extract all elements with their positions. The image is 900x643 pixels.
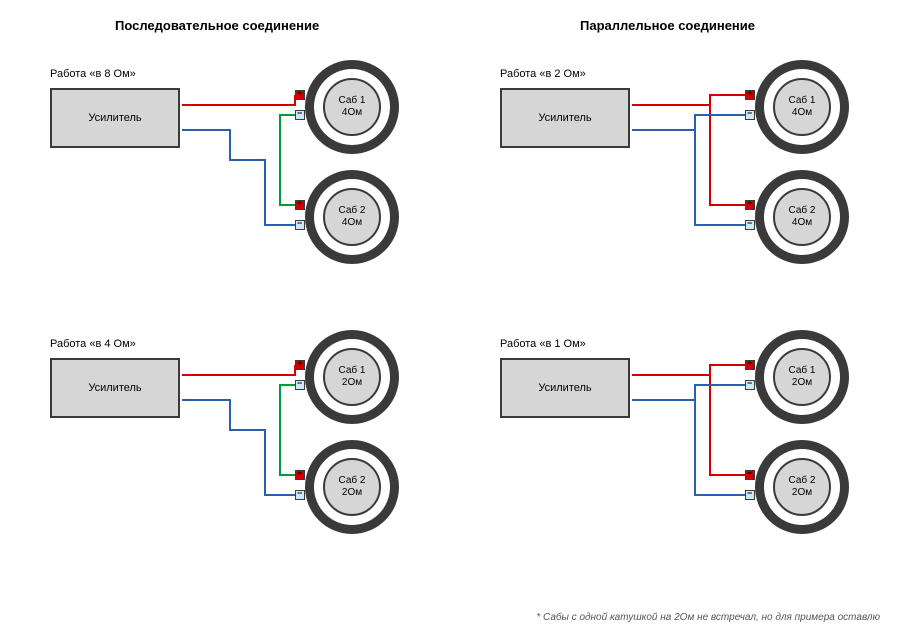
term-pos-icon <box>295 200 305 210</box>
speaker-imp: 4Ом <box>792 107 812 119</box>
term-neg-icon <box>295 490 305 500</box>
amplifier-tl: Усилитель <box>50 88 180 148</box>
term-neg-icon <box>745 110 755 120</box>
speaker-name: Саб 1 <box>339 95 366 107</box>
speaker-name: Саб 1 <box>339 365 366 377</box>
term-pos-icon <box>745 360 755 370</box>
label-8ohm: Работа «в 8 Ом» <box>50 68 136 80</box>
label-4ohm: Работа «в 4 Ом» <box>50 338 136 350</box>
speaker-name: Саб 2 <box>339 475 366 487</box>
speaker-tr1: Саб 14Ом <box>755 60 849 154</box>
term-neg-icon <box>295 220 305 230</box>
speaker-name: Саб 2 <box>339 205 366 217</box>
amp-label: Усилитель <box>538 382 591 394</box>
title-series: Последовательное соединение <box>115 18 319 33</box>
term-pos-icon <box>745 90 755 100</box>
speaker-imp: 2Ом <box>792 377 812 389</box>
amp-label: Усилитель <box>88 382 141 394</box>
speaker-br1: Саб 12Ом <box>755 330 849 424</box>
term-pos-icon <box>745 200 755 210</box>
speaker-imp: 4Ом <box>342 217 362 229</box>
term-neg-icon <box>295 380 305 390</box>
term-neg-icon <box>745 220 755 230</box>
amp-label: Усилитель <box>538 112 591 124</box>
footnote: * Сабы с одной катушкой на 2Ом не встреч… <box>536 612 880 623</box>
label-1ohm: Работа «в 1 Ом» <box>500 338 586 350</box>
term-neg-icon <box>295 110 305 120</box>
term-pos-icon <box>295 90 305 100</box>
term-neg-icon <box>745 490 755 500</box>
speaker-imp: 4Ом <box>342 107 362 119</box>
term-pos-icon <box>745 470 755 480</box>
speaker-bl2: Саб 22Ом <box>305 440 399 534</box>
speaker-bl1: Саб 12Ом <box>305 330 399 424</box>
speaker-imp: 2Ом <box>342 487 362 499</box>
term-pos-icon <box>295 360 305 370</box>
speaker-tr2: Саб 24Ом <box>755 170 849 264</box>
speaker-imp: 2Ом <box>342 377 362 389</box>
amplifier-br: Усилитель <box>500 358 630 418</box>
speaker-br2: Саб 22Ом <box>755 440 849 534</box>
amplifier-tr: Усилитель <box>500 88 630 148</box>
speaker-name: Саб 1 <box>789 365 816 377</box>
term-pos-icon <box>295 470 305 480</box>
amplifier-bl: Усилитель <box>50 358 180 418</box>
label-2ohm: Работа «в 2 Ом» <box>500 68 586 80</box>
speaker-name: Саб 2 <box>789 205 816 217</box>
amp-label: Усилитель <box>88 112 141 124</box>
speaker-tl1: Саб 14Ом <box>305 60 399 154</box>
speaker-name: Саб 1 <box>789 95 816 107</box>
speaker-imp: 4Ом <box>792 217 812 229</box>
speaker-imp: 2Ом <box>792 487 812 499</box>
title-parallel: Параллельное соединение <box>580 18 755 33</box>
speaker-tl2: Саб 24Ом <box>305 170 399 264</box>
speaker-name: Саб 2 <box>789 475 816 487</box>
term-neg-icon <box>745 380 755 390</box>
